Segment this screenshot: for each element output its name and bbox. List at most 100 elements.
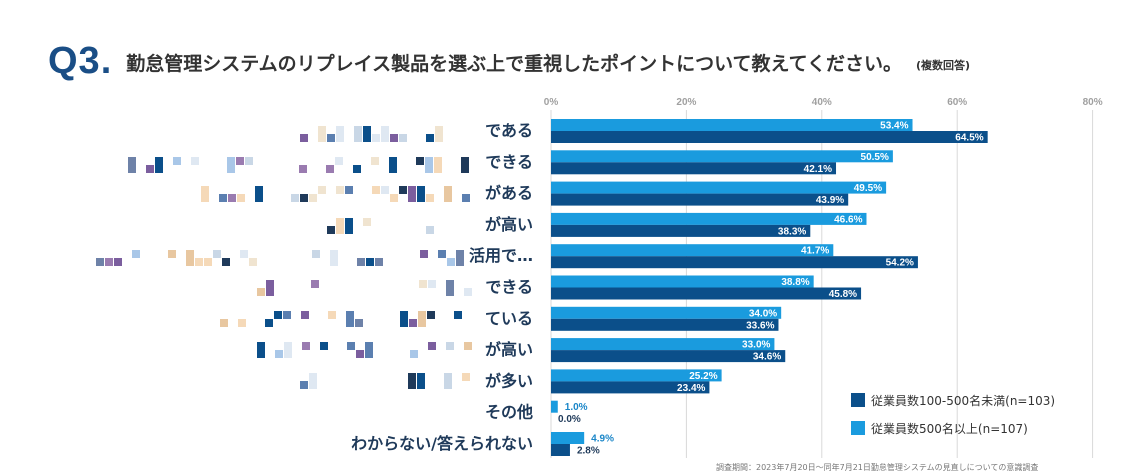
category-label: わからない/答えられない bbox=[351, 434, 533, 453]
data-label: 0.0% bbox=[558, 414, 581, 425]
redaction-pixel bbox=[444, 373, 452, 389]
redaction-pixel bbox=[426, 194, 434, 202]
redaction-pixel bbox=[266, 280, 274, 296]
redaction-pixel bbox=[257, 288, 265, 296]
redaction-pixel bbox=[228, 194, 236, 202]
redaction-pixel bbox=[336, 218, 344, 234]
redaction-pixel bbox=[355, 319, 363, 327]
redaction-pixel bbox=[353, 165, 361, 173]
redaction-pixel bbox=[420, 250, 428, 258]
redaction-pixel bbox=[375, 258, 383, 266]
bar-500-plus bbox=[551, 212, 867, 225]
redaction-pixel bbox=[366, 258, 374, 266]
redaction-pixel bbox=[428, 342, 436, 350]
data-label: 50.5% bbox=[861, 152, 889, 163]
redaction-pixel bbox=[237, 194, 245, 202]
redaction-pixel bbox=[213, 250, 221, 258]
redaction-pixel bbox=[417, 373, 425, 389]
redaction-pixel bbox=[390, 134, 398, 142]
redaction-pixel bbox=[419, 280, 427, 288]
category-label: がある bbox=[485, 184, 533, 203]
data-label: 45.8% bbox=[829, 289, 857, 300]
redaction-pixel bbox=[408, 186, 416, 202]
redaction-pixel bbox=[336, 186, 344, 194]
redaction-pixel bbox=[300, 194, 308, 202]
data-label: 41.7% bbox=[801, 246, 829, 257]
data-label: 43.9% bbox=[816, 195, 844, 206]
question-title: 勤怠管理システムのリプレイス製品を選ぶ上で重視したポイントについて教えてください… bbox=[126, 53, 903, 75]
bar-500-plus bbox=[551, 119, 913, 131]
redaction-pixel bbox=[371, 157, 379, 165]
redaction-pixel bbox=[257, 342, 265, 358]
redaction-pixel bbox=[204, 258, 212, 266]
redaction-pixel bbox=[446, 342, 454, 350]
redaction-pixel bbox=[309, 194, 317, 202]
redaction-pixel bbox=[400, 311, 408, 327]
redaction-pixel bbox=[427, 311, 435, 319]
redaction-pixel bbox=[347, 342, 355, 350]
data-label: 34.6% bbox=[753, 352, 781, 363]
redaction-pixel bbox=[335, 157, 343, 165]
x-tick-label: 40% bbox=[812, 97, 832, 108]
redaction-pixel bbox=[416, 157, 424, 165]
bar-500-plus bbox=[551, 400, 558, 413]
redaction-pixel bbox=[354, 126, 362, 142]
survey-source-note: 調査期間：2023年7月20日〜同年7月21日勤怠管理システムの見直しについての… bbox=[716, 463, 1039, 472]
category-label: が高い bbox=[485, 340, 533, 359]
bar-100-500 bbox=[551, 381, 710, 394]
legend-swatch bbox=[851, 421, 865, 435]
data-label: 23.4% bbox=[677, 383, 705, 394]
redaction-pixel bbox=[426, 226, 434, 234]
redaction-pixel bbox=[357, 258, 365, 266]
data-label: 49.5% bbox=[854, 183, 882, 194]
redaction-pixel bbox=[155, 157, 163, 173]
redaction-pixel bbox=[238, 319, 246, 327]
question-header: Q3. 勤怠管理システムのリプレイス製品を選ぶ上で重視したポイントについて教えて… bbox=[48, 40, 970, 80]
category-label: が多い bbox=[485, 371, 533, 390]
redaction-pixel bbox=[173, 157, 181, 165]
redaction-pixel bbox=[291, 194, 299, 202]
redaction-pixel bbox=[408, 373, 416, 389]
bar-500-plus bbox=[551, 150, 893, 163]
x-tick-label: 60% bbox=[947, 97, 967, 108]
redaction-pixel bbox=[399, 186, 407, 194]
data-label: 25.2% bbox=[689, 371, 717, 382]
redaction-pixel bbox=[128, 157, 136, 173]
redaction-pixel bbox=[146, 165, 154, 173]
redaction-pixel bbox=[195, 258, 203, 266]
data-label: 64.5% bbox=[955, 133, 983, 144]
redaction-pixel bbox=[446, 280, 454, 296]
redaction-pixel bbox=[327, 134, 335, 142]
redaction-pixel bbox=[326, 165, 334, 173]
redaction-pixel bbox=[312, 250, 320, 258]
redaction-pixel bbox=[301, 311, 309, 319]
redaction-pixel bbox=[447, 258, 455, 266]
bar-500-plus bbox=[551, 275, 814, 288]
redaction-pixel bbox=[320, 342, 328, 350]
category-label: である bbox=[485, 121, 533, 140]
redaction-pixel bbox=[363, 126, 371, 142]
redaction-pixel bbox=[461, 157, 469, 173]
redaction-pixel bbox=[96, 258, 104, 266]
redaction-pixel bbox=[435, 126, 443, 142]
redaction-pixel bbox=[356, 350, 364, 358]
redaction-pixel bbox=[381, 126, 389, 142]
bar-100-500 bbox=[551, 131, 988, 143]
redaction-pixel bbox=[114, 258, 122, 266]
redaction-pixel bbox=[265, 319, 273, 327]
redaction-pixel bbox=[275, 350, 283, 358]
redaction-pixel bbox=[236, 157, 244, 165]
redaction-pixel bbox=[456, 250, 464, 266]
redaction-pixel bbox=[390, 194, 398, 202]
category-label: できる bbox=[485, 152, 533, 171]
redaction-pixel bbox=[201, 186, 209, 202]
redaction-pixel bbox=[245, 157, 253, 165]
redaction-pixel bbox=[464, 342, 472, 350]
redaction-pixel bbox=[381, 186, 389, 194]
data-label: 38.8% bbox=[781, 277, 809, 288]
redaction-pixel bbox=[372, 134, 380, 142]
bar-500-plus bbox=[551, 338, 775, 351]
redaction-pixel bbox=[222, 258, 230, 266]
data-label: 4.9% bbox=[591, 434, 614, 445]
